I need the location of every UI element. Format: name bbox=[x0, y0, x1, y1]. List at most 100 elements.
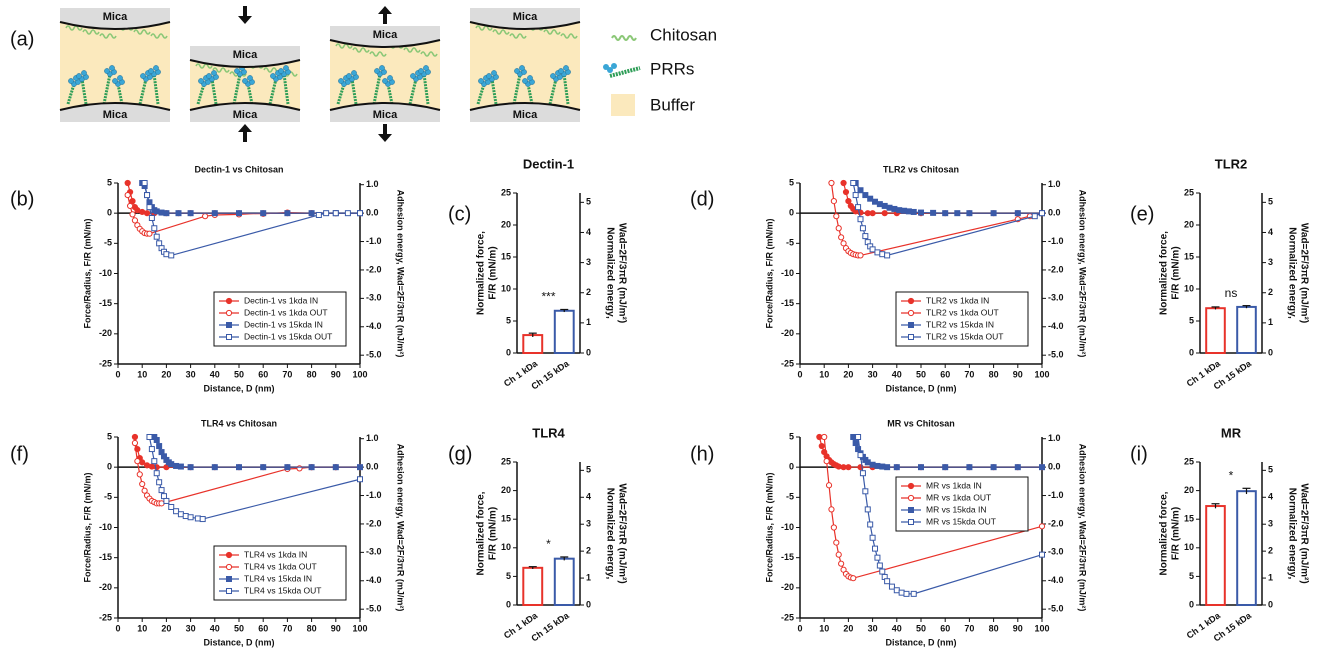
data-point bbox=[838, 234, 845, 241]
chart-title: MR vs Chitosan bbox=[887, 418, 955, 428]
data-point bbox=[891, 205, 898, 212]
prr-head bbox=[558, 68, 564, 74]
panel-label: (d) bbox=[690, 188, 714, 210]
y-axis-label: Normalized force, bbox=[1159, 231, 1170, 315]
data-point bbox=[830, 198, 837, 205]
y2-tick-label: -5.0 bbox=[1048, 350, 1064, 360]
data-point bbox=[153, 437, 160, 444]
data-point bbox=[187, 210, 194, 217]
data-point bbox=[835, 551, 842, 558]
chitosan bbox=[492, 29, 510, 35]
prr-chain bbox=[80, 78, 88, 105]
legend-label: MR vs 15kda IN bbox=[926, 504, 986, 514]
data-point bbox=[156, 443, 163, 450]
data-point bbox=[910, 590, 917, 597]
data-point bbox=[842, 188, 850, 196]
prr-head bbox=[338, 78, 344, 84]
legend-label: TLR2 vs 15kda IN bbox=[926, 319, 994, 329]
y2-axis-label: Normalized energy, bbox=[1286, 488, 1297, 580]
y-axis-label: F/R (mN/m) bbox=[488, 507, 499, 560]
data-point bbox=[867, 521, 874, 528]
prr-chain bbox=[116, 83, 124, 105]
series-line bbox=[852, 182, 1043, 257]
chitosan bbox=[150, 33, 168, 39]
arrow-head bbox=[238, 16, 252, 24]
y2-tick-label: 0 bbox=[1268, 347, 1273, 357]
mica-top bbox=[470, 8, 580, 29]
y2-tick-label: 1 bbox=[586, 317, 591, 327]
y-tick-label: 15 bbox=[1184, 251, 1194, 261]
y-tick-label: -10 bbox=[781, 522, 794, 532]
data-point bbox=[910, 208, 917, 215]
x-tick-label: 90 bbox=[1013, 369, 1023, 379]
significance: * bbox=[1229, 468, 1234, 482]
legend-label: MR vs 1kda IN bbox=[926, 480, 982, 490]
x-tick-label: 0 bbox=[115, 369, 120, 379]
prr-head bbox=[382, 78, 388, 84]
prr-chain bbox=[350, 78, 358, 105]
data-point bbox=[168, 252, 175, 259]
y2-tick-label: 2 bbox=[586, 546, 591, 556]
data-point bbox=[903, 590, 910, 597]
prr-chain bbox=[422, 73, 430, 105]
series-line bbox=[144, 182, 360, 257]
data-point bbox=[862, 233, 869, 240]
y2-tick-label: 0.0 bbox=[1048, 461, 1061, 471]
y2-tick-label: -2.0 bbox=[1048, 264, 1064, 274]
data-point bbox=[211, 464, 218, 471]
data-point bbox=[308, 210, 315, 217]
y-tick-label: 5 bbox=[1189, 571, 1194, 581]
data-point bbox=[840, 179, 847, 187]
y-tick-label: -15 bbox=[781, 298, 794, 308]
y2-tick-label: 5 bbox=[1268, 197, 1273, 207]
y-tick-label: 20 bbox=[1184, 485, 1194, 495]
data-point bbox=[884, 252, 891, 259]
data-point bbox=[199, 516, 206, 523]
prr-chain bbox=[372, 73, 382, 105]
legend-label: Dectin-1 vs 15kda OUT bbox=[244, 331, 332, 341]
data-point bbox=[131, 439, 139, 447]
data-point bbox=[332, 210, 339, 217]
data-point bbox=[153, 233, 160, 240]
data-point bbox=[888, 583, 895, 590]
data-point bbox=[825, 482, 833, 489]
bar bbox=[522, 566, 544, 607]
y2-tick-label: 2 bbox=[1268, 287, 1273, 297]
x-tick-label: 50 bbox=[916, 369, 926, 379]
panel-label: (g) bbox=[448, 443, 472, 465]
legend-marker bbox=[225, 551, 233, 559]
data-point bbox=[129, 198, 136, 205]
data-point bbox=[864, 506, 871, 513]
y-axis-label: Normalized force, bbox=[1159, 491, 1170, 575]
y2-tick-label: -5.0 bbox=[366, 604, 382, 614]
prr-chain bbox=[196, 83, 206, 105]
x-tick-label: 100 bbox=[1034, 369, 1049, 379]
prr-chain bbox=[152, 73, 160, 105]
data-point bbox=[845, 464, 852, 471]
data-point bbox=[260, 464, 267, 471]
prr-head bbox=[379, 65, 385, 71]
chart-title: Dectin-1 bbox=[523, 156, 574, 171]
prr-head bbox=[550, 73, 556, 79]
y-tick-label: 0 bbox=[107, 208, 112, 218]
chart-title: Dectin-1 vs Chitosan bbox=[194, 164, 283, 174]
legend-marker bbox=[226, 322, 232, 328]
x-tick-label: 0 bbox=[797, 623, 802, 633]
prr-head bbox=[109, 65, 115, 71]
legend-label: TLR4 vs 15kda IN bbox=[244, 573, 312, 583]
y-tick-label: 25 bbox=[1184, 187, 1194, 197]
y2-axis-label: Adhesion energy, Wad=2F/3πR (mJ/m²) bbox=[1078, 190, 1088, 358]
chart-title: TLR2 vs Chitosan bbox=[883, 164, 959, 174]
y-tick-label: 25 bbox=[501, 456, 511, 466]
y-tick-label: -10 bbox=[781, 268, 794, 278]
y2-tick-label: 3 bbox=[586, 519, 591, 529]
data-point bbox=[966, 464, 973, 471]
x-tick-label: 100 bbox=[1034, 623, 1049, 633]
data-point bbox=[869, 534, 876, 541]
data-point bbox=[872, 198, 879, 205]
data-point bbox=[838, 560, 845, 567]
prr-chain bbox=[210, 78, 218, 105]
prr-head bbox=[76, 73, 82, 79]
x-axis-label: Distance, D (nm) bbox=[203, 383, 274, 393]
y2-tick-label: -4.0 bbox=[366, 321, 382, 331]
